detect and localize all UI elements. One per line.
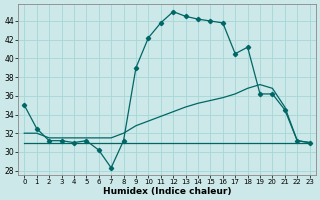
X-axis label: Humidex (Indice chaleur): Humidex (Indice chaleur) bbox=[103, 187, 231, 196]
